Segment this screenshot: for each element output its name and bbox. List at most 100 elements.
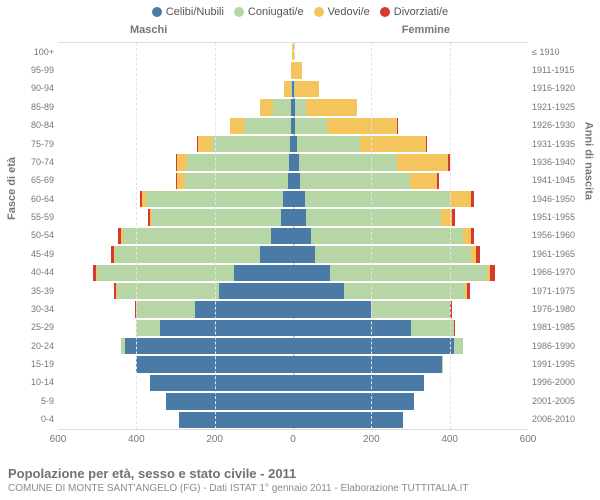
bar-segment (125, 338, 293, 354)
age-label: 20-24 (16, 342, 54, 351)
bar-segment (284, 81, 291, 97)
bar-male (58, 81, 293, 97)
bar-segment (306, 99, 357, 115)
bar-female (293, 283, 528, 299)
bar-female (293, 44, 528, 60)
x-axis: 6004002000200400600 (58, 434, 528, 448)
pyramid-row: 60-641946-1950 (58, 190, 528, 208)
bar-segment (490, 265, 495, 281)
birth-label: 1951-1955 (532, 213, 590, 222)
bar-segment (467, 283, 470, 299)
bar-segment (185, 173, 289, 189)
bar-female (293, 154, 528, 170)
bar-male (58, 44, 293, 60)
pyramid-row: 85-891921-1925 (58, 98, 528, 116)
bar-segment (244, 118, 291, 134)
bar-segment (450, 191, 472, 207)
bar-segment (293, 283, 344, 299)
bar-segment (234, 265, 293, 281)
bar-segment (426, 136, 427, 152)
bar-segment (315, 246, 472, 262)
birth-label: 1911-1915 (532, 66, 590, 75)
bar-segment (437, 173, 439, 189)
bar-segment (293, 265, 330, 281)
age-label: 100+ (16, 48, 54, 57)
bar-male (58, 265, 293, 281)
birth-label: 2001-2005 (532, 397, 590, 406)
age-label: 45-49 (16, 250, 54, 259)
birth-label: 1926-1930 (532, 121, 590, 130)
pyramid-row: 10-141996-2000 (58, 374, 528, 392)
legend-swatch (380, 7, 390, 17)
birth-label: 1941-1945 (532, 176, 590, 185)
age-label: 60-64 (16, 195, 54, 204)
birth-label: 1946-1950 (532, 195, 590, 204)
bar-segment (471, 191, 474, 207)
bar-segment (293, 356, 442, 372)
pyramid-row: 90-941916-1920 (58, 80, 528, 98)
bar-female (293, 412, 528, 428)
bar-segment (293, 209, 306, 225)
gridline (371, 43, 372, 429)
bar-male (58, 338, 293, 354)
bar-segment (293, 320, 411, 336)
bar-segment (397, 154, 448, 170)
pyramid-row: 15-191991-1995 (58, 355, 528, 373)
bar-segment (219, 283, 293, 299)
birth-label: ≤ 1910 (532, 48, 590, 57)
bar-segment (195, 301, 293, 317)
bar-segment (293, 173, 300, 189)
legend-item: Celibi/Nubili (152, 6, 224, 18)
birth-label: 1966-1970 (532, 268, 590, 277)
pyramid-row: 25-291981-1985 (58, 319, 528, 337)
bar-segment (198, 136, 212, 152)
bar-female (293, 118, 528, 134)
bar-male (58, 99, 293, 115)
chart-rows: 100+≤ 191095-991911-191590-941916-192085… (58, 43, 528, 429)
bar-segment (454, 338, 464, 354)
bar-female (293, 320, 528, 336)
bar-male (58, 301, 293, 317)
footer-subtitle: COMUNE DI MONTE SANT'ANGELO (FG) - Dati … (8, 483, 592, 494)
x-tick: 200 (363, 434, 380, 445)
bar-female (293, 246, 528, 262)
bar-segment (397, 118, 398, 134)
birth-label: 1971-1975 (532, 287, 590, 296)
legend-swatch (314, 7, 324, 17)
pyramid-row: 95-991911-1915 (58, 61, 528, 79)
bar-segment (300, 173, 410, 189)
pyramid-row: 35-391971-1975 (58, 282, 528, 300)
bar-segment (293, 191, 305, 207)
x-tick: 400 (128, 434, 145, 445)
x-tick: 200 (206, 434, 223, 445)
bar-segment (293, 62, 302, 78)
bar-segment (476, 246, 480, 262)
bar-male (58, 393, 293, 409)
age-label: 25-29 (16, 323, 54, 332)
legend-item: Divorziati/e (380, 6, 448, 18)
gridline (450, 43, 451, 429)
pyramid-row: 100+≤ 1910 (58, 43, 528, 61)
bar-male (58, 228, 293, 244)
legend-label: Coniugati/e (248, 6, 304, 18)
age-label: 15-19 (16, 360, 54, 369)
pyramid-row: 30-341976-1980 (58, 300, 528, 318)
bar-segment (136, 301, 195, 317)
bar-segment (281, 209, 293, 225)
bar-segment (442, 356, 443, 372)
legend-item: Vedovi/e (314, 6, 370, 18)
pyramid-row: 70-741936-1940 (58, 153, 528, 171)
birth-label: 1996-2000 (532, 378, 590, 387)
x-tick: 600 (50, 434, 67, 445)
bar-segment (152, 209, 281, 225)
age-label: 95-99 (16, 66, 54, 75)
bar-female (293, 265, 528, 281)
bar-segment (454, 320, 455, 336)
birth-label: 1916-1920 (532, 84, 590, 93)
birth-label: 1961-1965 (532, 250, 590, 259)
bar-female (293, 356, 528, 372)
bar-male (58, 412, 293, 428)
bar-segment (299, 154, 397, 170)
legend-swatch (234, 7, 244, 17)
bar-male (58, 375, 293, 391)
